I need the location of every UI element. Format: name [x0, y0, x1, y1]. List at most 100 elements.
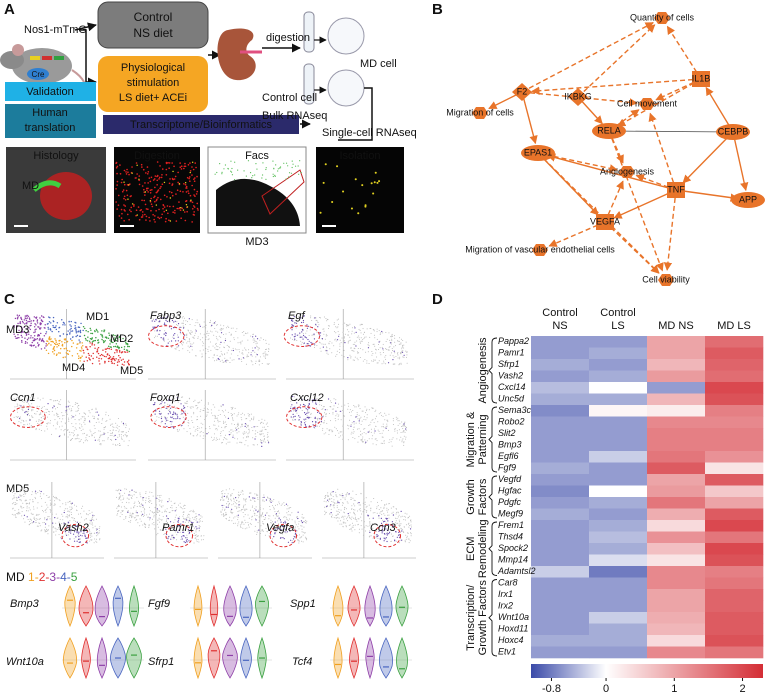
cell-dots — [13, 314, 47, 350]
violin — [193, 584, 203, 628]
heatmap-cell — [531, 405, 590, 417]
gene-node — [716, 124, 750, 140]
gene-label: Irx2 — [498, 601, 513, 611]
group-bracket — [488, 521, 498, 576]
legend-part: - — [67, 570, 71, 584]
network-edge — [663, 189, 677, 271]
heatmap-cell — [705, 600, 764, 613]
heatmap-cell — [531, 623, 590, 636]
cre-bubble — [27, 68, 49, 80]
heatmap-cell — [647, 600, 706, 613]
heatmap-cell — [647, 543, 706, 555]
gene-node — [592, 123, 626, 139]
gene-label: Sema3c — [498, 405, 532, 415]
network-edge — [521, 91, 538, 145]
arrow — [74, 22, 97, 32]
gene-label: Bmp3 — [10, 598, 40, 610]
heatmap-cell — [647, 382, 706, 394]
box-text: Control — [134, 10, 173, 24]
group-bracket — [488, 406, 498, 473]
heatmap-cell — [531, 439, 590, 452]
heatmap-cell — [531, 589, 590, 601]
mouse-ear — [12, 44, 24, 56]
heatmap-cell — [531, 520, 590, 532]
gene-label: Tcf4 — [292, 656, 312, 668]
gene-label: Hgfac — [498, 486, 522, 496]
transcriptome-box — [103, 115, 299, 134]
cell-dots — [18, 400, 125, 441]
violin — [255, 585, 269, 627]
heatmap-cell — [647, 393, 706, 406]
gene-label: Sfrp1 — [148, 656, 174, 668]
cell-dots — [45, 336, 84, 362]
cluster-label: MD5 — [6, 483, 29, 495]
heatmap-cell — [589, 393, 648, 406]
node-label: Migration of vascular endothelial cells — [465, 244, 615, 254]
heatmap-cell — [705, 623, 764, 636]
colorbar-label: 0 — [603, 683, 609, 695]
gene-label: Pamr1 — [162, 522, 194, 534]
gene-label: Spp1 — [290, 598, 316, 610]
group-label: Migration & — [465, 411, 477, 467]
gene-label: Wnt10a — [498, 612, 529, 622]
heatmap-cell — [531, 370, 590, 383]
heatmap-cell — [531, 485, 590, 498]
heatmap-cell — [531, 635, 590, 647]
colorbar-label: 1 — [671, 683, 677, 695]
heatmap-cell — [589, 577, 648, 590]
highlight-ring — [165, 523, 194, 548]
violin — [365, 636, 375, 680]
gene-label: Robo2 — [498, 417, 525, 427]
heatmap-cell — [589, 416, 648, 429]
violin — [239, 585, 253, 627]
node-label: F2 — [517, 86, 528, 96]
panel-label: D — [432, 291, 443, 308]
heatmap-cell — [647, 462, 706, 475]
gene-label: Vash2 — [498, 371, 523, 381]
heatmap-cell — [589, 623, 648, 636]
column-header: MD LS — [717, 320, 751, 332]
step-label: Bulk RNAseq — [262, 110, 327, 122]
gene-node — [692, 71, 710, 87]
network-edge — [546, 153, 677, 191]
heatmap-cell — [647, 451, 706, 463]
box-text: Physiological — [121, 62, 185, 74]
heatmap-cell — [705, 589, 764, 601]
column-header: NS — [552, 320, 567, 332]
heatmap-cell — [589, 428, 648, 440]
cell-dots — [151, 315, 259, 362]
cell-dots — [18, 490, 98, 544]
figure-content: A Nos1-mTmG Cre Control NS diet Physiological… — [4, 1, 765, 695]
box-text: Transcriptome/Bioinformatics — [130, 119, 273, 131]
heatmap-cell — [647, 635, 706, 647]
violin — [207, 637, 221, 679]
gene-label: Ccn3 — [370, 522, 397, 534]
legend-part: 1 — [28, 570, 35, 584]
colorbar-label: 2 — [739, 683, 745, 695]
isolation-image — [316, 147, 404, 233]
mouse-mark — [42, 56, 52, 60]
cell-dots — [115, 488, 205, 544]
heatmap-cell — [589, 566, 648, 578]
heatmap-cell — [589, 451, 648, 463]
heatmap-cell — [647, 554, 706, 567]
network-edge — [635, 174, 677, 191]
node-label: IL1B — [692, 73, 711, 83]
network-edge — [613, 189, 677, 219]
gene-label: Wnt10a — [6, 656, 44, 668]
human-box — [5, 104, 96, 138]
cell-dots — [151, 396, 270, 447]
gene-label: Ccn1 — [10, 392, 36, 404]
gene-label: Adamtsl2 — [497, 566, 536, 576]
heatmap-cell — [647, 531, 706, 544]
histology-md — [32, 180, 62, 192]
heatmap-cell — [589, 497, 648, 509]
group-label: Transcription/ — [465, 584, 477, 651]
gene-label: Hoxd11 — [498, 624, 528, 634]
dish — [327, 69, 365, 107]
heatmap-cell — [589, 508, 648, 521]
network-edge — [548, 221, 606, 247]
legend-part: 4 — [60, 570, 67, 584]
function-node — [532, 243, 548, 257]
